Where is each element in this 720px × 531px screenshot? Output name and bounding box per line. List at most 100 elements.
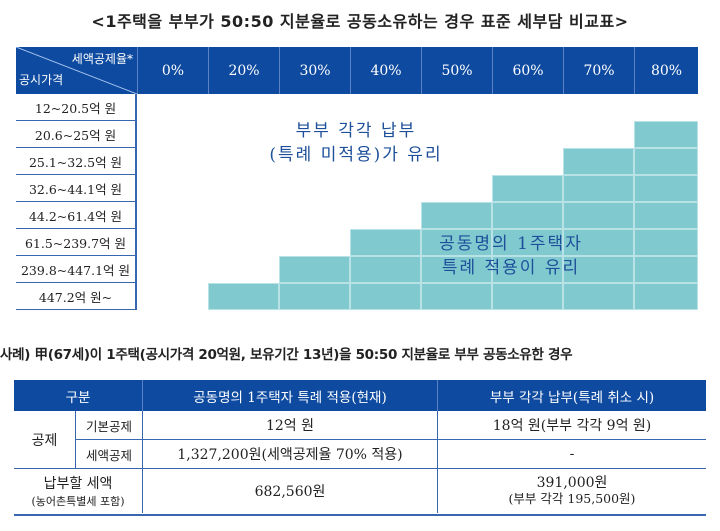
joint-favorable-cell bbox=[634, 121, 698, 148]
joint-favorable-cell bbox=[634, 148, 698, 175]
separate-favorable-cell bbox=[137, 202, 208, 229]
corner-top-label: 세액공제율* bbox=[71, 52, 133, 66]
joint-favorable-cell bbox=[492, 256, 563, 283]
rate-header: 50% bbox=[421, 47, 492, 94]
separate-favorable-cell bbox=[137, 229, 208, 256]
basic-cancel: 18억 원(부부 각각 9억 원) bbox=[437, 411, 706, 440]
rate-header: 20% bbox=[208, 47, 279, 94]
joint-favorable-cell bbox=[492, 202, 563, 229]
joint-favorable-cell bbox=[350, 283, 421, 310]
rate-header: 0% bbox=[137, 47, 208, 94]
price-row-label: 239.8~447.1억 원 bbox=[16, 256, 137, 283]
corner-header: 세액공제율* 공시가격 bbox=[16, 47, 137, 94]
separate-favorable-cell bbox=[208, 229, 279, 256]
tax-current: 682,560원 bbox=[142, 469, 437, 513]
basic-current: 12억 원 bbox=[142, 411, 437, 440]
joint-favorable-cell bbox=[492, 175, 563, 202]
joint-favorable-cell bbox=[634, 283, 698, 310]
header-cancel: 부부 각각 납부(특례 취소 시) bbox=[437, 380, 706, 411]
separate-favorable-cell bbox=[563, 121, 634, 148]
separate-favorable-cell bbox=[137, 94, 208, 121]
example-table: 구분 공동명의 1주택자 특례 적용(현재) 부부 각각 납부(특례 취소 시)… bbox=[14, 380, 706, 516]
joint-favorable-cell bbox=[563, 202, 634, 229]
price-row-label: 447.2억 원~ bbox=[16, 283, 137, 310]
joint-favorable-cell bbox=[350, 229, 421, 256]
separate-favorable-cell bbox=[492, 94, 563, 121]
separate-favorable-cell bbox=[350, 202, 421, 229]
rate-header: 30% bbox=[279, 47, 350, 94]
header-current: 공동명의 1주택자 특례 적용(현재) bbox=[142, 380, 437, 411]
tax-cancel-value: 391,000원 bbox=[536, 475, 608, 491]
price-row-label: 20.6~25억 원 bbox=[16, 121, 137, 148]
price-row-label: 61.5~239.7억 원 bbox=[16, 229, 137, 256]
diagonal-line-icon bbox=[16, 47, 137, 94]
note-line: 특례 적용이 유리 bbox=[441, 258, 581, 278]
price-row-label: 25.1~32.5억 원 bbox=[16, 148, 137, 175]
header-category: 구분 bbox=[14, 380, 142, 411]
separate-favorable-cell bbox=[421, 175, 492, 202]
joint-favorable-cell bbox=[208, 283, 279, 310]
tax-cancel-sub: (부부 각각 195,500원) bbox=[508, 491, 636, 506]
separate-favorable-cell bbox=[208, 256, 279, 283]
separate-favorable-cell bbox=[279, 202, 350, 229]
joint-favorable-cell bbox=[634, 229, 698, 256]
joint-favorable-cell bbox=[492, 229, 563, 256]
separate-favorable-cell bbox=[137, 175, 208, 202]
separate-favorable-cell bbox=[350, 94, 421, 121]
joint-favorable-cell bbox=[634, 256, 698, 283]
separate-favorable-cell bbox=[279, 175, 350, 202]
separate-favorable-cell bbox=[137, 148, 208, 175]
separate-favorable-cell bbox=[137, 121, 208, 148]
joint-favorable-cell bbox=[634, 175, 698, 202]
page-title: <1주택을 부부가 50:50 지분율로 공동소유하는 경우 표준 세부담 비교… bbox=[91, 12, 629, 31]
separate-favorable-cell bbox=[137, 256, 208, 283]
price-row-label: 44.2~61.4억 원 bbox=[16, 202, 137, 229]
rate-header: 70% bbox=[563, 47, 634, 94]
credit-cancel: - bbox=[437, 440, 706, 469]
joint-favorable-cell bbox=[563, 148, 634, 175]
separate-favorable-cell bbox=[137, 283, 208, 310]
note-line: (특례 미적용)가 유리 bbox=[269, 145, 443, 165]
separate-favorable-cell bbox=[563, 94, 634, 121]
separate-favorable-cell bbox=[634, 94, 698, 121]
price-row-label: 12~20.5억 원 bbox=[16, 94, 137, 121]
separate-favorable-cell bbox=[421, 94, 492, 121]
separate-favorable-cell bbox=[208, 94, 279, 121]
corner-bottom-label: 공시가격 bbox=[19, 73, 64, 87]
rate-header: 60% bbox=[492, 47, 563, 94]
rate-header: 80% bbox=[634, 47, 698, 94]
separate-favorable-cell bbox=[208, 202, 279, 229]
joint-favorable-cell bbox=[421, 283, 492, 310]
joint-favorable-cell bbox=[492, 283, 563, 310]
note-line: 부부 각각 납부 bbox=[295, 121, 417, 141]
joint-favorable-cell bbox=[563, 175, 634, 202]
credit-current: 1,327,200원(세액공제율 70% 적용) bbox=[142, 440, 437, 469]
separate-favorable-cell bbox=[279, 229, 350, 256]
row-label-credit: 세액공제 bbox=[75, 440, 142, 469]
group-deduction: 공제 bbox=[14, 411, 75, 469]
tax-cancel: 391,000원 (부부 각각 195,500원) bbox=[437, 469, 706, 513]
tax-sublabel: (농어촌특별세 포함) bbox=[31, 495, 125, 508]
separate-favorable-cell bbox=[350, 175, 421, 202]
joint-favorable-cell bbox=[421, 202, 492, 229]
tax-label-text: 납부할 세액 bbox=[43, 476, 113, 492]
note-separate-favorable: 부부 각각 납부 (특례 미적용)가 유리 bbox=[206, 119, 506, 167]
separate-favorable-cell bbox=[279, 94, 350, 121]
row-label-basic: 기본공제 bbox=[75, 411, 142, 440]
separate-favorable-cell bbox=[208, 175, 279, 202]
joint-favorable-cell bbox=[279, 283, 350, 310]
joint-favorable-cell bbox=[350, 256, 421, 283]
tax-label: 납부할 세액 (농어촌특별세 포함) bbox=[14, 469, 142, 513]
joint-favorable-cell bbox=[421, 229, 492, 256]
joint-favorable-cell bbox=[563, 283, 634, 310]
rate-header: 40% bbox=[350, 47, 421, 94]
note-line: 공동명의 1주택자 bbox=[439, 234, 583, 254]
joint-favorable-cell bbox=[563, 229, 634, 256]
joint-favorable-cell bbox=[279, 256, 350, 283]
joint-favorable-cell bbox=[634, 202, 698, 229]
price-row-label: 32.6~44.1억 원 bbox=[16, 175, 137, 202]
joint-favorable-cell bbox=[563, 256, 634, 283]
joint-favorable-cell bbox=[421, 256, 492, 283]
example-caption: 사례) 甲(67세)이 1주택(공시가격 20억원, 보유기간 13년)을 50… bbox=[0, 347, 573, 363]
